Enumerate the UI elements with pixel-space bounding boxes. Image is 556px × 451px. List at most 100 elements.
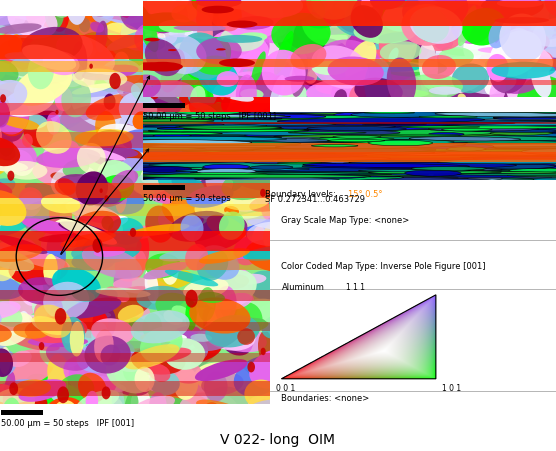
Ellipse shape bbox=[484, 64, 505, 96]
Ellipse shape bbox=[401, 144, 494, 150]
Ellipse shape bbox=[259, 159, 480, 165]
Ellipse shape bbox=[104, 26, 121, 49]
Ellipse shape bbox=[201, 152, 446, 157]
Ellipse shape bbox=[133, 0, 163, 28]
Ellipse shape bbox=[36, 122, 72, 155]
Ellipse shape bbox=[70, 305, 108, 339]
Ellipse shape bbox=[413, 123, 505, 129]
Ellipse shape bbox=[463, 33, 498, 68]
Ellipse shape bbox=[274, 32, 294, 76]
Ellipse shape bbox=[454, 110, 556, 116]
Ellipse shape bbox=[418, 90, 450, 98]
Ellipse shape bbox=[165, 117, 398, 123]
Ellipse shape bbox=[146, 116, 188, 120]
Ellipse shape bbox=[86, 391, 98, 412]
Ellipse shape bbox=[214, 286, 237, 323]
Ellipse shape bbox=[142, 64, 204, 78]
Ellipse shape bbox=[213, 318, 269, 336]
Ellipse shape bbox=[85, 336, 131, 374]
Ellipse shape bbox=[347, 149, 556, 152]
Ellipse shape bbox=[94, 147, 316, 151]
Ellipse shape bbox=[95, 112, 116, 141]
Ellipse shape bbox=[345, 117, 499, 122]
Ellipse shape bbox=[19, 105, 72, 136]
Ellipse shape bbox=[143, 62, 207, 104]
Ellipse shape bbox=[0, 238, 37, 264]
Ellipse shape bbox=[234, 17, 274, 31]
Ellipse shape bbox=[446, 83, 508, 115]
Ellipse shape bbox=[342, 152, 556, 155]
Ellipse shape bbox=[158, 170, 205, 201]
Ellipse shape bbox=[224, 67, 242, 88]
Ellipse shape bbox=[163, 311, 182, 326]
Ellipse shape bbox=[10, 35, 22, 54]
Ellipse shape bbox=[212, 211, 274, 233]
Ellipse shape bbox=[414, 5, 472, 15]
Ellipse shape bbox=[113, 140, 249, 145]
Ellipse shape bbox=[152, 143, 188, 165]
Ellipse shape bbox=[126, 49, 187, 75]
Ellipse shape bbox=[424, 0, 455, 22]
Ellipse shape bbox=[282, 0, 322, 10]
Ellipse shape bbox=[175, 31, 203, 37]
Ellipse shape bbox=[470, 4, 534, 17]
Ellipse shape bbox=[168, 212, 229, 242]
Ellipse shape bbox=[216, 175, 400, 178]
Ellipse shape bbox=[36, 407, 93, 440]
Ellipse shape bbox=[235, 57, 286, 74]
Ellipse shape bbox=[461, 151, 556, 154]
Ellipse shape bbox=[239, 143, 376, 145]
Ellipse shape bbox=[342, 56, 365, 68]
Ellipse shape bbox=[441, 129, 492, 132]
Ellipse shape bbox=[218, 124, 433, 126]
Ellipse shape bbox=[458, 64, 517, 95]
Ellipse shape bbox=[518, 0, 554, 21]
Ellipse shape bbox=[191, 179, 341, 181]
Ellipse shape bbox=[371, 142, 446, 148]
Ellipse shape bbox=[267, 152, 436, 154]
Ellipse shape bbox=[175, 345, 195, 355]
Ellipse shape bbox=[0, 190, 26, 226]
Ellipse shape bbox=[250, 166, 293, 170]
Ellipse shape bbox=[264, 386, 277, 402]
Ellipse shape bbox=[127, 19, 178, 40]
Ellipse shape bbox=[145, 126, 349, 130]
Ellipse shape bbox=[383, 111, 556, 117]
Ellipse shape bbox=[296, 40, 310, 47]
Ellipse shape bbox=[307, 174, 438, 178]
Ellipse shape bbox=[280, 0, 300, 21]
Ellipse shape bbox=[194, 45, 205, 67]
Ellipse shape bbox=[188, 149, 246, 178]
Ellipse shape bbox=[311, 58, 364, 66]
Ellipse shape bbox=[246, 81, 303, 116]
Ellipse shape bbox=[464, 0, 486, 25]
Ellipse shape bbox=[219, 0, 245, 23]
Ellipse shape bbox=[361, 134, 503, 140]
Ellipse shape bbox=[428, 168, 479, 174]
Ellipse shape bbox=[358, 149, 535, 152]
Ellipse shape bbox=[330, 14, 359, 32]
Ellipse shape bbox=[500, 1, 525, 40]
Ellipse shape bbox=[232, 206, 273, 236]
Ellipse shape bbox=[413, 41, 475, 73]
Ellipse shape bbox=[0, 236, 47, 254]
Ellipse shape bbox=[450, 5, 492, 45]
Ellipse shape bbox=[131, 35, 176, 62]
Ellipse shape bbox=[160, 0, 178, 14]
Ellipse shape bbox=[433, 11, 463, 32]
Ellipse shape bbox=[260, 0, 292, 14]
Ellipse shape bbox=[274, 168, 354, 173]
Ellipse shape bbox=[151, 0, 179, 5]
Ellipse shape bbox=[273, 149, 347, 154]
Ellipse shape bbox=[459, 60, 497, 71]
Ellipse shape bbox=[354, 139, 466, 143]
Ellipse shape bbox=[495, 36, 526, 46]
Ellipse shape bbox=[469, 179, 556, 181]
Ellipse shape bbox=[338, 65, 388, 84]
Ellipse shape bbox=[4, 161, 47, 180]
Ellipse shape bbox=[375, 140, 556, 144]
Ellipse shape bbox=[454, 166, 556, 168]
Ellipse shape bbox=[19, 275, 43, 306]
Ellipse shape bbox=[213, 64, 249, 83]
Ellipse shape bbox=[152, 77, 188, 92]
